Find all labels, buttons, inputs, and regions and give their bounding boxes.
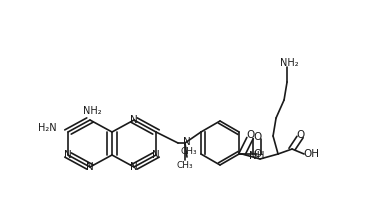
Text: CH₃: CH₃: [177, 161, 193, 170]
Text: NH₂: NH₂: [83, 106, 101, 116]
Text: O: O: [296, 130, 304, 140]
Text: N: N: [130, 115, 138, 125]
Text: N: N: [183, 137, 191, 147]
Text: CH₃: CH₃: [180, 147, 197, 156]
Text: N: N: [86, 162, 94, 172]
Text: OH: OH: [303, 149, 320, 159]
Text: O: O: [253, 132, 261, 142]
Text: NH: NH: [249, 151, 265, 161]
Text: N: N: [64, 150, 72, 160]
Text: H₂N: H₂N: [38, 123, 57, 133]
Text: O: O: [246, 130, 254, 140]
Text: NH₂: NH₂: [280, 58, 298, 68]
Text: O: O: [253, 149, 261, 159]
Text: N: N: [130, 162, 138, 172]
Text: N: N: [152, 150, 160, 160]
